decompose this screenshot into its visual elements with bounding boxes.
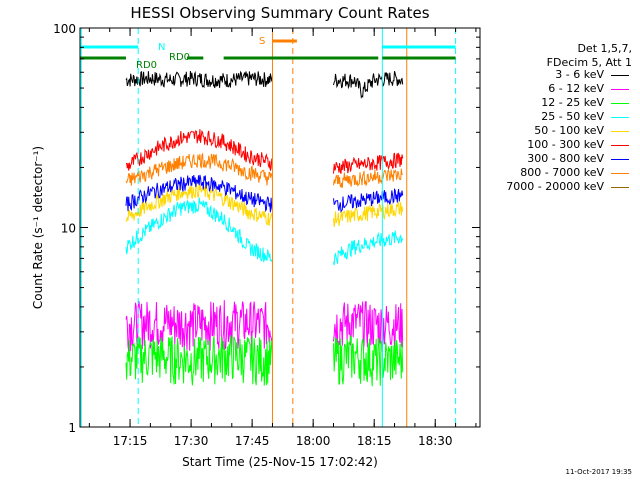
legend-label: 7000 - 20000 keV — [506, 180, 604, 193]
series-line-4-segment-1 — [125, 197, 273, 263]
legend-label: 50 - 100 keV — [534, 124, 604, 137]
legend-item-2: 6 - 12 keV — [0, 82, 640, 96]
series-line-3-segment-1 — [125, 335, 273, 386]
legend-label: 800 - 7000 keV — [520, 166, 604, 179]
x-tick-label-6: 18:30 — [418, 434, 453, 448]
x-tick-label-2: 17:30 — [174, 434, 209, 448]
legend-swatch — [611, 187, 629, 188]
legend-item-9: 7000 - 20000 keV — [0, 180, 640, 194]
legend-swatch — [611, 159, 629, 160]
x-tick-label-4: 18:00 — [296, 434, 331, 448]
legend-item-8: 800 - 7000 keV — [0, 166, 640, 180]
x-tick-label-3: 17:45 — [235, 434, 270, 448]
legend-label: 25 - 50 keV — [541, 110, 604, 123]
legend-label: 6 - 12 keV — [548, 82, 604, 95]
y-tick-label-2: 10 — [61, 222, 76, 236]
legend-swatch — [611, 145, 629, 146]
y-axis-label: Count Rate (s⁻¹ detector⁻¹) — [31, 146, 45, 309]
annotation-label-1: N — [158, 42, 165, 53]
annotation-label-4: RD0 — [136, 60, 157, 71]
x-tick-label-5: 18:15 — [357, 434, 392, 448]
legend-item-1: 3 - 6 keV — [0, 68, 640, 82]
series-line-3-segment-2 — [333, 335, 404, 387]
annotation-label-2: S — [259, 36, 265, 47]
legend-item-5: 50 - 100 keV — [0, 124, 640, 138]
legend-item-3: 12 - 25 keV — [0, 96, 640, 110]
legend-swatch — [611, 117, 629, 118]
series-line-5-segment-2 — [333, 200, 404, 227]
legend-item-6: 100 - 300 keV — [0, 138, 640, 152]
legend-header-line-1: Det 1,5,7, — [577, 42, 632, 55]
legend-label: 3 - 6 keV — [555, 68, 604, 81]
series-line-1-segment-2 — [333, 70, 404, 99]
series-line-6-segment-1 — [126, 129, 273, 171]
series-line-1-segment-1 — [125, 70, 273, 89]
plot-layer: N S RD0 RD0 — [80, 28, 457, 427]
legend-swatch — [611, 89, 629, 90]
legend-item-7: 300 - 800 keV — [0, 152, 640, 166]
series-line-2-segment-2 — [333, 301, 404, 352]
legend-swatch — [611, 173, 629, 174]
annotation-label-3: RD0 — [169, 52, 190, 63]
x-axis-label: Start Time (25-Nov-15 17:02:42) — [182, 455, 378, 469]
legend-swatch — [611, 75, 629, 76]
legend-swatch — [611, 103, 629, 104]
legend-header-line-2: FDecim 5, Att 1 — [546, 56, 632, 69]
legend-item-4: 25 - 50 keV — [0, 110, 640, 124]
y-tick-label-3: 100 — [53, 22, 76, 36]
series-line-8-segment-1 — [125, 152, 273, 186]
footer-timestamp: 11-Oct-2017 19:35 — [565, 468, 632, 476]
legend-swatch — [611, 131, 629, 132]
series-line-7-segment-1 — [125, 174, 273, 213]
x-tick-label-1: 17:15 — [113, 434, 148, 448]
series-line-6-segment-2 — [333, 152, 404, 174]
series-line-2-segment-1 — [125, 300, 273, 352]
chart-title: HESSI Observing Summary Count Rates — [130, 4, 429, 22]
series-line-4-segment-2 — [333, 230, 404, 266]
legend-label: 100 - 300 keV — [527, 138, 604, 151]
y-tick-label-1: 1 — [68, 421, 76, 435]
legend-label: 300 - 800 keV — [527, 152, 604, 165]
series-line-8-segment-2 — [333, 168, 403, 189]
series-line-7-segment-2 — [333, 188, 404, 214]
axes-layer: 17:15 17:30 17:45 18:00 18:15 18:30 1 10 100 HESS… — [31, 4, 481, 469]
legend-label: 12 - 25 keV — [541, 96, 604, 109]
